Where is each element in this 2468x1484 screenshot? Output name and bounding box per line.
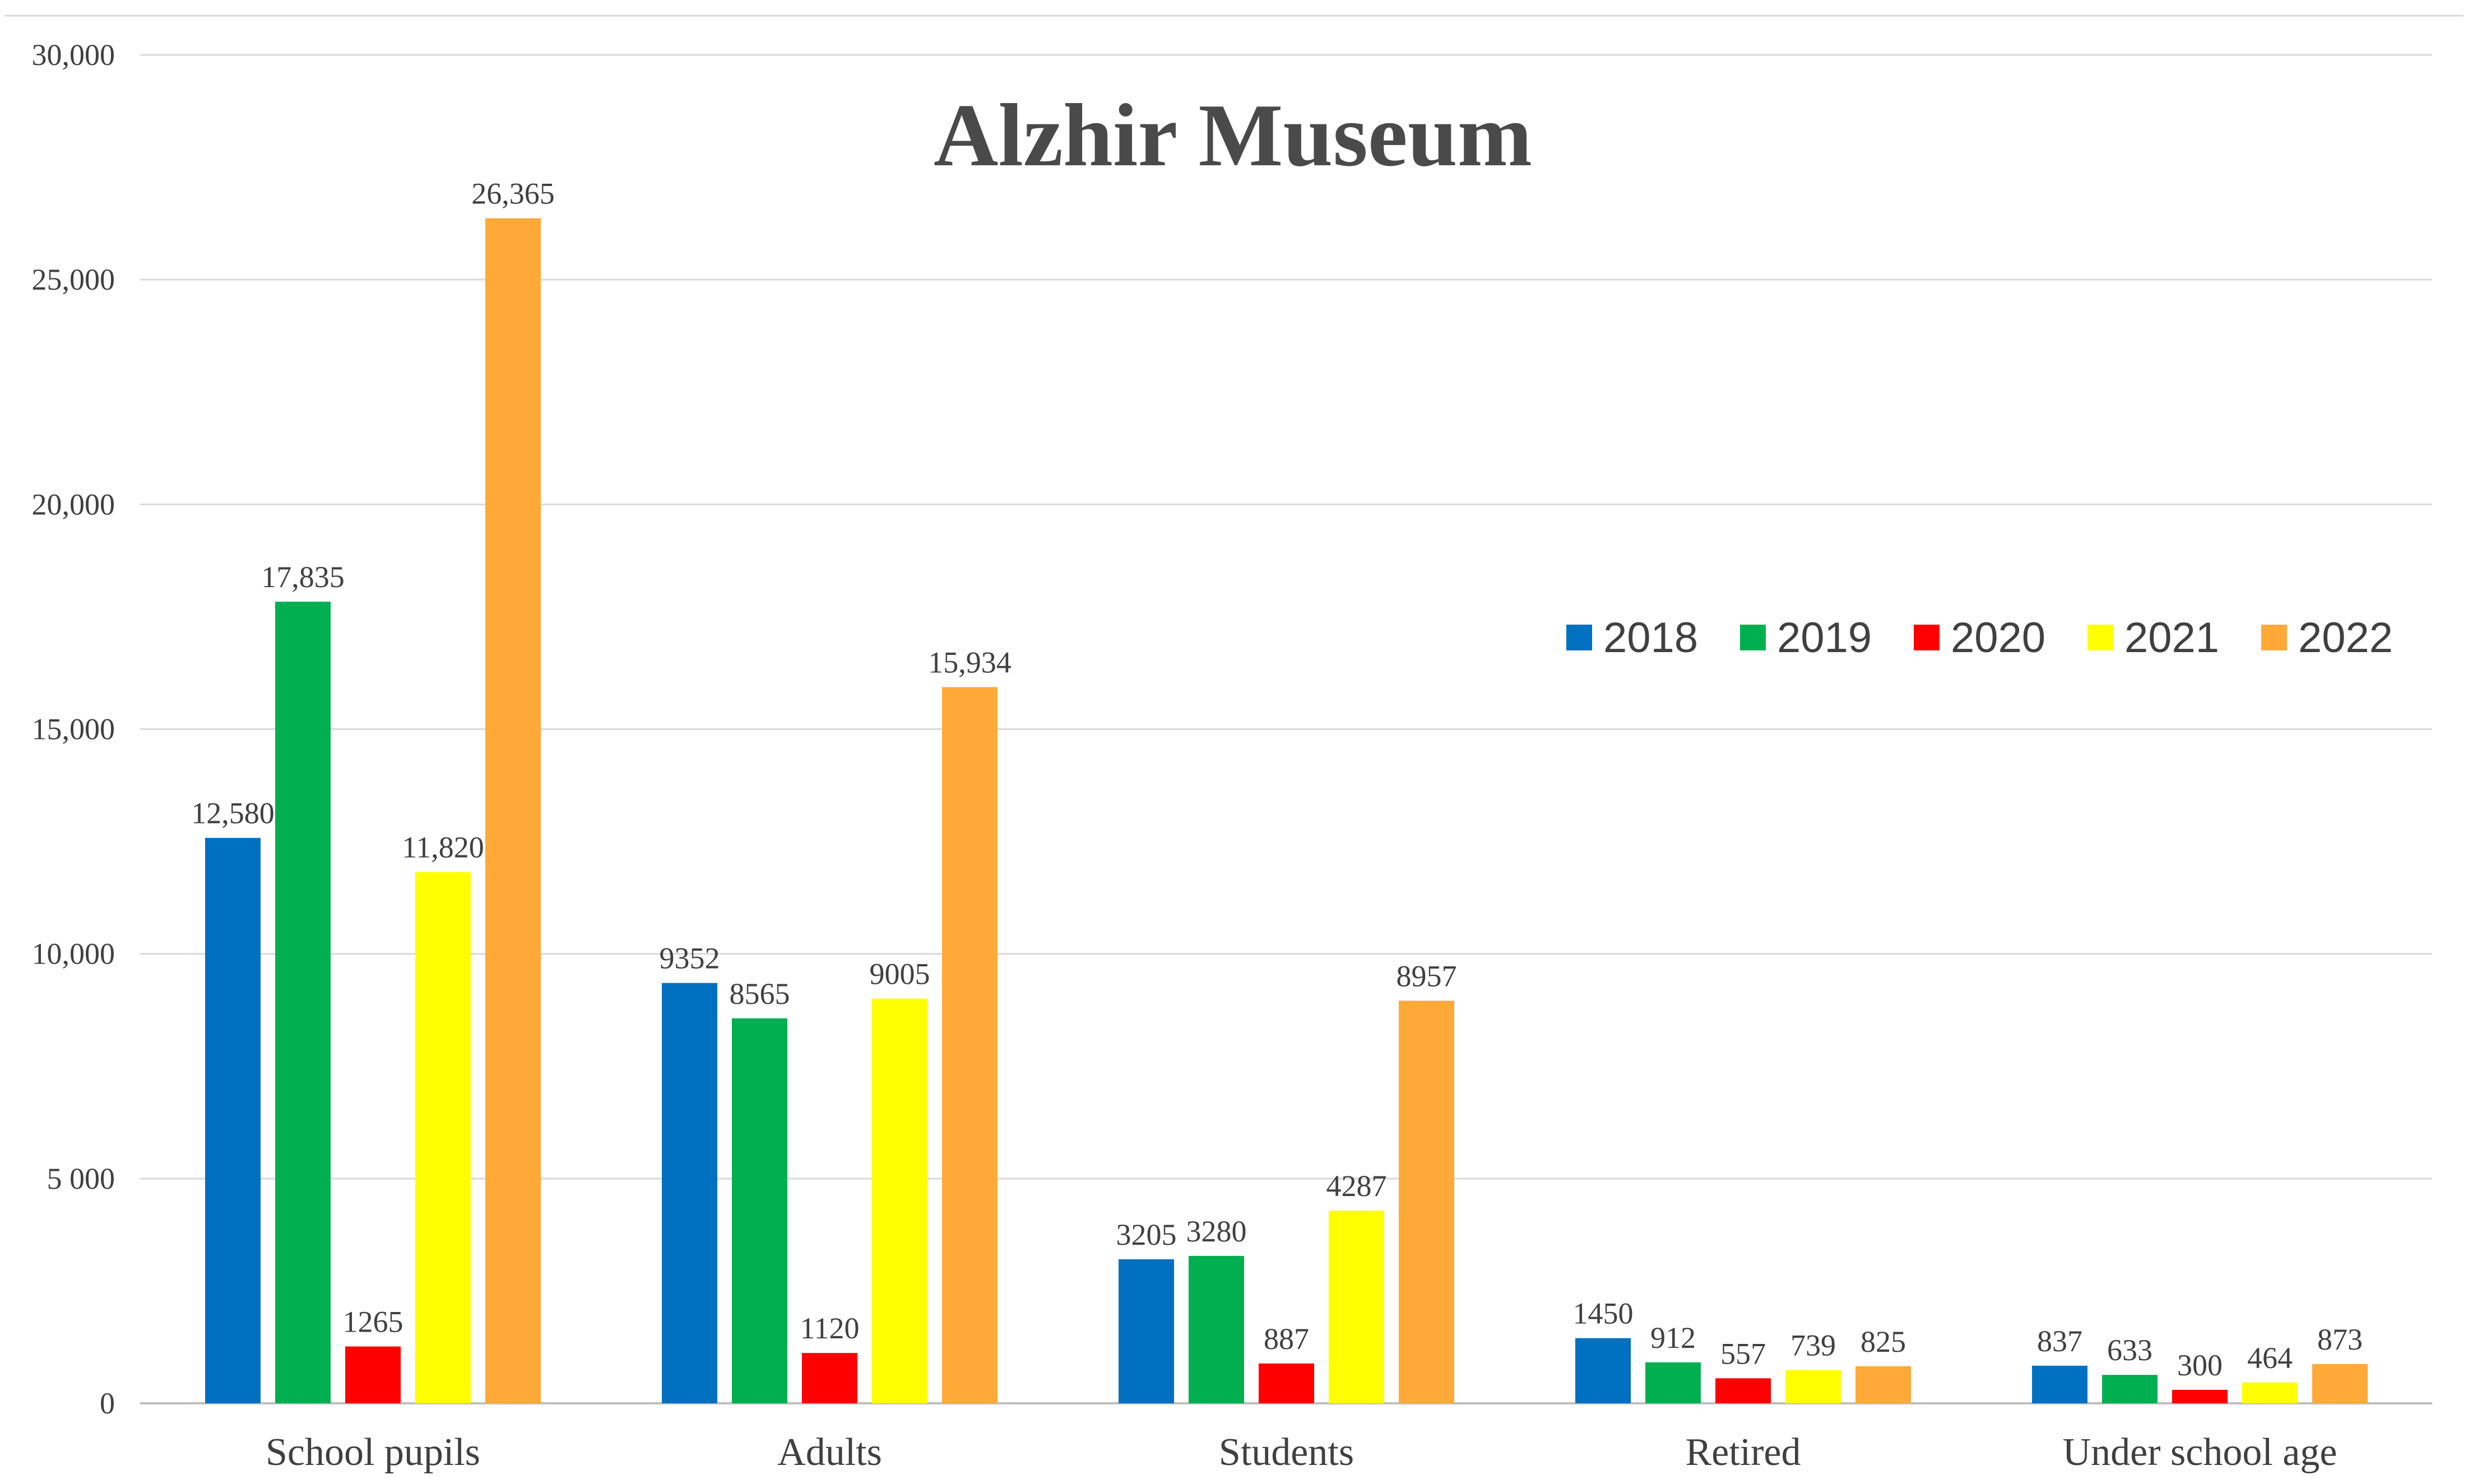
data-label: 873 — [2317, 1323, 2363, 1356]
bar — [2032, 1365, 2087, 1403]
data-label: 633 — [2107, 1333, 2152, 1367]
bar — [1715, 1378, 1771, 1403]
data-label: 739 — [1790, 1329, 1836, 1362]
bar — [2242, 1382, 2298, 1403]
bar — [1119, 1259, 1174, 1403]
legend-label: 2020 — [1951, 614, 2045, 662]
data-label: 1120 — [800, 1311, 860, 1345]
category-label: Under school age — [2063, 1431, 2337, 1474]
bar — [872, 998, 927, 1403]
data-label: 912 — [1650, 1321, 1696, 1355]
bar — [662, 983, 717, 1403]
bar — [942, 687, 998, 1403]
data-label: 15,934 — [928, 646, 1012, 680]
bar — [1855, 1366, 1911, 1403]
category-label: School pupils — [266, 1431, 480, 1474]
bar — [1645, 1362, 1701, 1403]
data-label: 825 — [1861, 1325, 1906, 1359]
chart-title: Alzhir Museum — [934, 85, 1532, 185]
legend-label: 2021 — [2124, 614, 2219, 662]
data-label: 8957 — [1397, 959, 1457, 993]
bar — [732, 1018, 787, 1403]
bar — [1785, 1370, 1841, 1403]
y-tick-label: 10,000 — [32, 937, 115, 971]
bar — [205, 838, 261, 1403]
data-label: 9352 — [660, 942, 720, 975]
legend-label: 2018 — [1603, 614, 1698, 662]
legend: 2018 2019 2020 2021 2022 — [1566, 614, 2393, 662]
data-label: 26,365 — [471, 177, 555, 211]
y-tick-label: 30,000 — [32, 38, 115, 72]
data-label: 3280 — [1186, 1215, 1247, 1248]
y-tick-label: 20,000 — [32, 487, 115, 521]
data-label: 9005 — [870, 957, 930, 990]
y-tick-label: 0 — [100, 1387, 115, 1420]
bar — [415, 872, 471, 1403]
legend-label: 2019 — [1777, 614, 1872, 662]
bar — [345, 1346, 401, 1403]
data-label: 300 — [2177, 1348, 2223, 1382]
data-label: 17,835 — [261, 560, 345, 594]
category-label: Students — [1219, 1431, 1354, 1474]
legend-swatch — [2261, 625, 2287, 650]
bar — [1575, 1338, 1631, 1403]
data-label: 4287 — [1326, 1169, 1387, 1203]
bar — [1329, 1211, 1384, 1403]
data-label: 3205 — [1116, 1218, 1177, 1252]
legend-swatch — [1740, 625, 1766, 650]
legend-swatch — [1566, 625, 1592, 650]
bar — [2312, 1364, 2368, 1403]
data-label: 837 — [2037, 1324, 2082, 1358]
bar — [485, 218, 541, 1403]
legend-label: 2022 — [2298, 614, 2393, 662]
legend-swatch — [2087, 625, 2113, 650]
data-label: 1450 — [1573, 1297, 1634, 1331]
bar — [1189, 1255, 1244, 1403]
bar — [1399, 1001, 1454, 1403]
data-label: 557 — [1720, 1337, 1766, 1370]
bar — [802, 1353, 857, 1403]
data-label: 12,580 — [191, 797, 275, 830]
y-tick-label: 5 000 — [47, 1162, 115, 1195]
data-label: 887 — [1264, 1322, 1309, 1356]
category-label: Retired — [1685, 1431, 1801, 1474]
bar — [275, 602, 331, 1403]
data-label: 1265 — [343, 1305, 403, 1339]
y-tick-label: 25,000 — [32, 263, 115, 296]
bar — [1259, 1363, 1314, 1403]
bar — [2172, 1389, 2228, 1403]
legend-swatch — [1914, 625, 1940, 650]
category-label: Adults — [777, 1431, 882, 1474]
data-label: 11,820 — [402, 831, 484, 864]
bar — [2102, 1375, 2158, 1403]
y-tick-label: 15,000 — [32, 713, 115, 746]
data-label: 8565 — [730, 977, 790, 1011]
data-label: 464 — [2247, 1341, 2293, 1375]
